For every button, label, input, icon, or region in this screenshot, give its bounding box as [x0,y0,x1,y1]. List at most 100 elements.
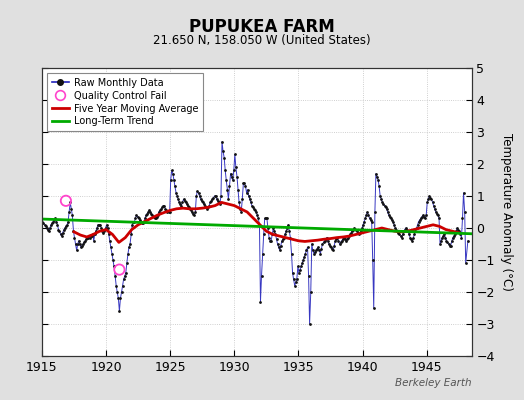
Point [209,194,217,201]
Point [372,170,380,177]
Point [358,225,366,231]
Point [447,238,456,244]
Point [175,199,183,206]
Point [202,204,210,210]
Point [326,242,334,249]
Point [328,246,336,252]
Point [59,230,67,236]
Point [424,196,432,202]
Point [295,270,303,276]
Point [215,199,223,206]
Point [396,233,405,239]
Point [332,236,341,242]
Point [302,247,311,254]
Point [212,196,221,202]
Text: 21.650 N, 158.050 W (United States): 21.650 N, 158.050 W (United States) [153,34,371,47]
Point [216,201,224,207]
Point [52,218,60,225]
Point [137,218,145,225]
Point [352,226,360,233]
Point [169,170,177,177]
Point [124,250,132,257]
Point [406,234,414,241]
Point [435,215,443,222]
Point [282,228,290,234]
Point [343,236,351,242]
Point [323,234,331,241]
Point [364,212,373,218]
Point [237,209,245,215]
Point [191,209,200,215]
Point [158,204,166,210]
Point [143,210,151,217]
Point [211,193,220,199]
Legend: Raw Monthly Data, Quality Control Fail, Five Year Moving Average, Long-Term Tren: Raw Monthly Data, Quality Control Fail, … [47,73,203,131]
Point [149,214,158,220]
Point [224,196,233,202]
Point [114,295,123,302]
Point [317,246,325,252]
Point [297,263,305,270]
Point [409,234,418,241]
Point [151,215,160,222]
Point [222,177,231,183]
Point [135,215,143,222]
Point [189,210,198,217]
Point [123,260,131,266]
Point [292,276,301,282]
Point [115,266,124,273]
Point [342,238,350,244]
Point [160,202,169,209]
Point [126,241,134,247]
Point [252,209,260,215]
Point [362,212,370,218]
Point [161,206,169,212]
Point [47,222,55,228]
Point [142,212,150,218]
Point [176,201,184,207]
Point [356,230,364,236]
Point [378,199,387,206]
Point [321,236,330,242]
Point [375,183,384,190]
Point [453,225,461,231]
Point [320,239,328,246]
Point [206,199,214,206]
Point [85,234,94,241]
Point [139,220,147,226]
Point [111,273,119,279]
Point [232,164,240,170]
Point [182,201,191,207]
Point [86,233,95,239]
Point [339,236,347,242]
Point [429,199,437,206]
Point [156,207,164,214]
Point [461,209,469,215]
Point [315,247,323,254]
Point [230,167,238,174]
Point [430,202,438,209]
Point [50,217,58,223]
Point [336,239,345,246]
Point [181,199,190,206]
Point [284,222,292,228]
Point [112,282,121,289]
Point [258,250,267,257]
Point [446,242,455,249]
Point [65,209,73,215]
Point [177,202,185,209]
Point [437,238,445,244]
Point [130,218,138,225]
Point [185,206,194,212]
Point [255,222,264,228]
Point [299,257,308,263]
Point [159,202,168,209]
Point [263,215,271,222]
Point [201,202,209,209]
Point [162,207,171,214]
Point [39,220,48,226]
Point [106,244,115,250]
Point [117,289,126,295]
Y-axis label: Temperature Anomaly (°C): Temperature Anomaly (°C) [500,133,514,291]
Text: Berkeley Earth: Berkeley Earth [395,378,472,388]
